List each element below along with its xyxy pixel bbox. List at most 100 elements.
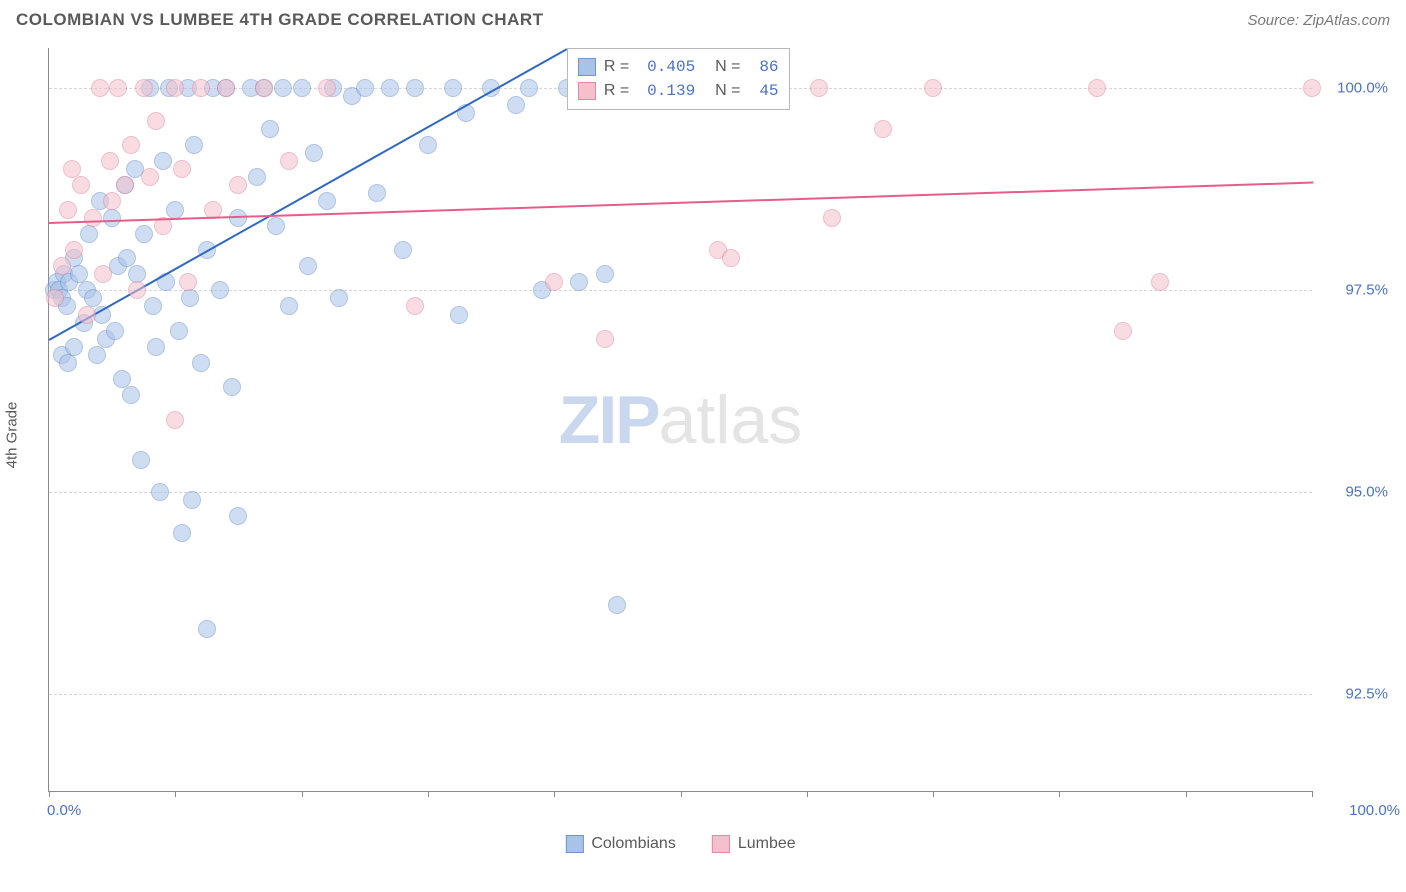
x-tick — [807, 791, 808, 797]
data-point — [406, 297, 424, 315]
data-point — [381, 79, 399, 97]
data-point — [88, 346, 106, 364]
stat-n-value: 45 — [749, 79, 779, 103]
data-point — [183, 491, 201, 509]
x-tick — [175, 791, 176, 797]
chart-header: COLOMBIAN VS LUMBEE 4TH GRADE CORRELATIO… — [0, 0, 1406, 36]
data-point — [147, 338, 165, 356]
data-point — [280, 297, 298, 315]
stat-r-label: R = — [604, 79, 629, 103]
data-point — [84, 209, 102, 227]
legend-stats-row: R =0.139N =45 — [578, 79, 779, 103]
data-point — [122, 386, 140, 404]
data-point — [151, 483, 169, 501]
data-point — [823, 209, 841, 227]
data-point — [924, 79, 942, 97]
data-point — [299, 257, 317, 275]
data-point — [106, 322, 124, 340]
chart-source: Source: ZipAtlas.com — [1247, 12, 1390, 29]
x-tick — [49, 791, 50, 797]
data-point — [596, 330, 614, 348]
data-point — [118, 249, 136, 267]
data-point — [141, 168, 159, 186]
data-point — [80, 225, 98, 243]
stat-r-value: 0.405 — [637, 55, 695, 79]
data-point — [450, 306, 468, 324]
data-point — [185, 136, 203, 154]
data-point — [1151, 273, 1169, 291]
data-point — [419, 136, 437, 154]
data-point — [211, 281, 229, 299]
data-point — [122, 136, 140, 154]
data-point — [318, 192, 336, 210]
data-point — [65, 338, 83, 356]
data-point — [170, 322, 188, 340]
legend-stats-row: R =0.405N =86 — [578, 55, 779, 79]
x-axis-min-label: 0.0% — [47, 802, 81, 819]
data-point — [147, 112, 165, 130]
data-point — [305, 144, 323, 162]
x-tick — [1312, 791, 1313, 797]
data-point — [144, 297, 162, 315]
data-point — [267, 217, 285, 235]
x-tick — [428, 791, 429, 797]
data-point — [91, 79, 109, 97]
data-point — [59, 201, 77, 219]
data-point — [444, 79, 462, 97]
x-tick — [1059, 791, 1060, 797]
y-tick-label: 92.5% — [1318, 686, 1388, 703]
data-point — [101, 152, 119, 170]
data-point — [274, 79, 292, 97]
data-point — [116, 176, 134, 194]
data-point — [63, 160, 81, 178]
x-axis-max-label: 100.0% — [1349, 802, 1400, 819]
stat-r-value: 0.139 — [637, 79, 695, 103]
data-point — [545, 273, 563, 291]
data-point — [103, 209, 121, 227]
data-point — [132, 451, 150, 469]
data-point — [356, 79, 374, 97]
data-point — [109, 79, 127, 97]
data-point — [722, 249, 740, 267]
stat-n-value: 86 — [749, 55, 779, 79]
data-point — [394, 241, 412, 259]
x-tick — [302, 791, 303, 797]
data-point — [248, 168, 266, 186]
data-point — [293, 79, 311, 97]
data-point — [192, 79, 210, 97]
legend-stats: R =0.405N =86R =0.139N =45 — [567, 48, 790, 110]
data-point — [128, 281, 146, 299]
data-point — [65, 241, 83, 259]
data-point — [261, 120, 279, 138]
watermark: ZIPatlas — [559, 381, 802, 459]
chart-wrap: 4th Grade ZIPatlas 92.5%95.0%97.5%100.0%… — [48, 48, 1392, 822]
data-point — [179, 273, 197, 291]
grid-line — [49, 694, 1312, 695]
y-axis-title: 4th Grade — [4, 402, 21, 469]
legend-swatch — [565, 835, 583, 853]
data-point — [135, 79, 153, 97]
data-point — [72, 176, 90, 194]
data-point — [53, 257, 71, 275]
legend-swatch — [578, 82, 596, 100]
data-point — [255, 79, 273, 97]
data-point — [78, 306, 96, 324]
data-point — [810, 79, 828, 97]
y-tick-label: 100.0% — [1318, 80, 1388, 97]
x-tick — [554, 791, 555, 797]
legend-item: Lumbee — [712, 835, 796, 853]
grid-line — [49, 290, 1312, 291]
data-point — [173, 524, 191, 542]
data-point — [1114, 322, 1132, 340]
data-point — [192, 354, 210, 372]
data-point — [135, 225, 153, 243]
data-point — [166, 201, 184, 219]
legend-swatch — [712, 835, 730, 853]
data-point — [608, 596, 626, 614]
data-point — [46, 289, 64, 307]
data-point — [181, 289, 199, 307]
watermark-atlas: atlas — [659, 382, 803, 458]
y-tick-label: 97.5% — [1318, 282, 1388, 299]
data-point — [330, 289, 348, 307]
data-point — [59, 354, 77, 372]
